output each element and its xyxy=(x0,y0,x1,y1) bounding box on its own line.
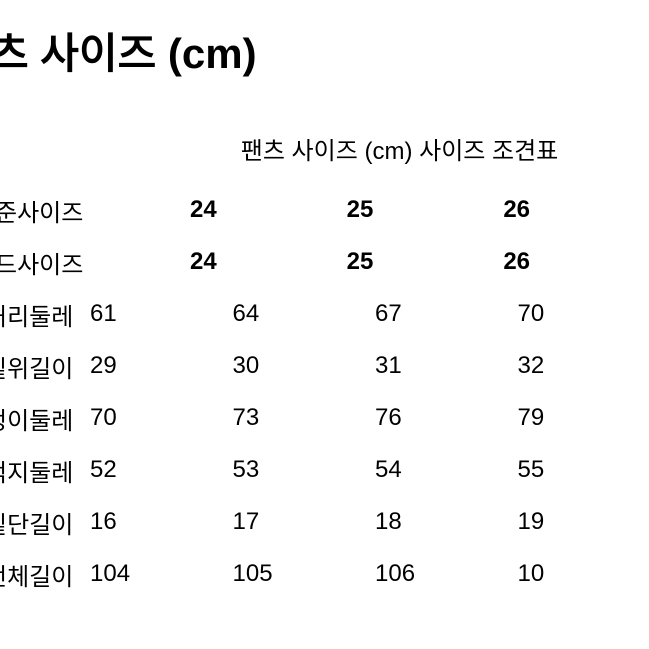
header-cell: 26 xyxy=(438,248,595,276)
header-cell: 25 xyxy=(282,196,439,224)
data-cell: 55 xyxy=(508,456,649,484)
table-header-row: 드사이즈 24 25 26 xyxy=(0,238,649,286)
table-header-row: 준사이즈 24 25 26 xyxy=(0,186,649,234)
table-row: 밑단길이 16 17 18 19 xyxy=(0,498,649,546)
header-cell: 25 xyxy=(282,248,439,276)
data-cell: 105 xyxy=(223,560,366,588)
data-cell: 53 xyxy=(223,456,366,484)
row-label: 드사이즈 xyxy=(0,245,125,280)
data-cell: 16 xyxy=(80,508,223,536)
data-cell: 70 xyxy=(80,404,223,432)
header-cell: 26 xyxy=(438,196,595,224)
table-row: 허리둘레 61 64 67 70 xyxy=(0,290,649,338)
data-cell: 18 xyxy=(365,508,508,536)
data-cell: 32 xyxy=(508,352,649,380)
table-row: 벅지둘레 52 53 54 55 xyxy=(0,446,649,494)
data-cell: 67 xyxy=(365,300,508,328)
table-subtitle: 팬츠 사이즈 (cm) 사이즈 조견표 xyxy=(0,131,649,166)
data-cell: 106 xyxy=(365,560,508,588)
data-cell: 30 xyxy=(223,352,366,380)
data-cell: 54 xyxy=(365,456,508,484)
data-cell: 29 xyxy=(80,352,223,380)
data-cell: 10 xyxy=(508,560,649,588)
data-cell: 19 xyxy=(508,508,649,536)
table-row: 밑위길이 29 30 31 32 xyxy=(0,342,649,390)
table-row: 덩이둘레 70 73 76 79 xyxy=(0,394,649,442)
data-cell: 64 xyxy=(223,300,366,328)
data-cell: 17 xyxy=(223,508,366,536)
header-cell: 24 xyxy=(125,196,282,224)
data-cell: 70 xyxy=(508,300,649,328)
data-cell: 61 xyxy=(80,300,223,328)
page-title: 츠 사이즈 (cm) xyxy=(0,20,649,81)
table-row: 전체길이 104 105 106 10 xyxy=(0,550,649,598)
data-cell: 104 xyxy=(80,560,223,588)
data-cell: 31 xyxy=(365,352,508,380)
size-table: 준사이즈 24 25 26 드사이즈 24 25 26 허리둘레 61 64 6… xyxy=(0,186,649,598)
data-cell: 79 xyxy=(508,404,649,432)
data-cell: 52 xyxy=(80,456,223,484)
row-label: 준사이즈 xyxy=(0,193,125,228)
data-cell: 76 xyxy=(365,404,508,432)
header-cell: 24 xyxy=(125,248,282,276)
data-cell: 73 xyxy=(223,404,366,432)
